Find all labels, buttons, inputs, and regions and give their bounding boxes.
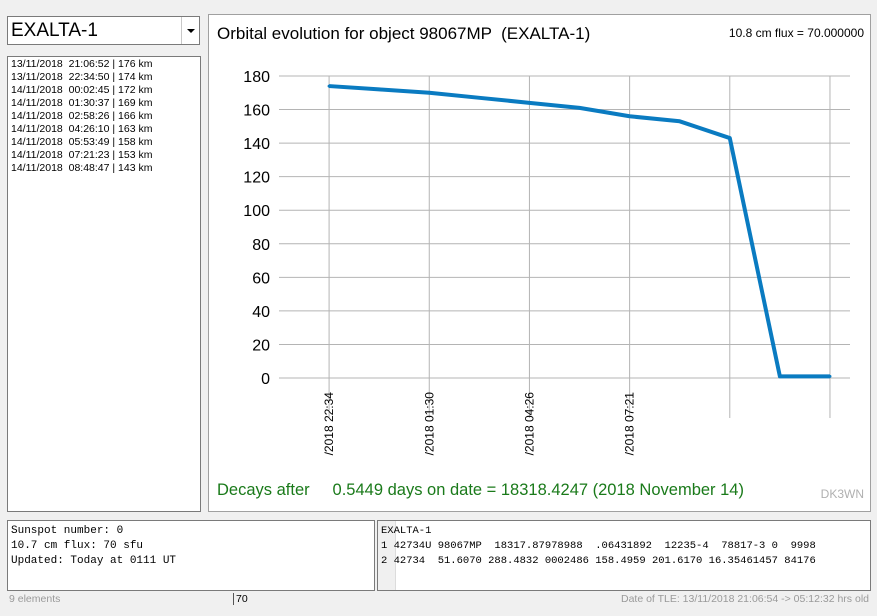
x-tick-label: /2018 07:21 [623, 392, 637, 456]
status-bar: 9 elements 70 Date of TLE: 13/11/2018 21… [0, 592, 877, 616]
y-tick-label: 120 [243, 170, 270, 187]
sunspot-number: Sunspot number: 0 [11, 525, 124, 537]
tle-date: Date of TLE: 13/11/2018 21:06:54 -> 05:1… [620, 593, 869, 605]
data-point [477, 96, 481, 100]
tle-line-2: 2 42734 51.6070 288.4832 0002486 158.495… [381, 555, 816, 567]
y-tick-label: 80 [252, 237, 270, 254]
decay-series-line [328, 84, 830, 379]
data-point [377, 87, 381, 91]
tle-name: EXALTA-1 [381, 525, 432, 537]
list-item[interactable]: 14/11/2018 07:21:23 | 153 km [11, 149, 153, 161]
list-item[interactable]: 14/11/2018 05:53:49 | 158 km [11, 136, 153, 148]
solar-info-panel: Sunspot number: 0 10.7 cm flux: 70 sfu U… [7, 520, 375, 591]
chart-title: Orbital evolution for object 98067MP (EX… [217, 24, 591, 43]
x-tick-label: /2018 04:26 [522, 392, 536, 456]
y-tick-label: 100 [243, 203, 270, 220]
list-item[interactable]: 13/11/2018 21:06:52 | 176 km [11, 58, 153, 70]
data-point [327, 84, 331, 88]
y-tick-label: 0 [261, 371, 270, 388]
list-item[interactable]: 14/11/2018 02:58:26 | 166 km [11, 110, 153, 122]
list-item[interactable]: 14/11/2018 04:26:10 | 163 km [11, 123, 153, 135]
list-item[interactable]: 14/11/2018 08:48:47 | 143 km [11, 162, 153, 174]
list-item[interactable]: 13/11/2018 22:34:50 | 174 km [11, 71, 153, 83]
solar-flux: 10.7 cm flux: 70 sfu [11, 540, 144, 552]
data-point [678, 119, 682, 123]
data-point [828, 374, 832, 378]
tle-scrollbar[interactable] [378, 521, 396, 590]
object-select[interactable]: EXALTA-1 [7, 16, 200, 45]
plot-panel: Orbital evolution for object 98067MP (EX… [208, 14, 871, 512]
x-tick-label: /2018 01:30 [422, 392, 436, 456]
author-signature: DK3WN [820, 487, 864, 501]
update-time: Updated: Today at 0111 UT [11, 555, 177, 567]
flux-label: 10.8 cm flux = 70.000000 [728, 26, 864, 40]
y-tick-label: 60 [252, 270, 270, 287]
pass-list[interactable]: 13/11/2018 21:06:52 | 176 km 13/11/2018 2… [7, 56, 201, 512]
flux-input-field[interactable]: 70 [233, 593, 248, 605]
y-tick-label: 160 [243, 103, 270, 120]
data-point [778, 374, 782, 378]
y-tick-label: 180 [243, 69, 270, 86]
tle-panel[interactable]: EXALTA-1 1 42734U 98067MP 18317.87978988… [377, 520, 871, 591]
list-item[interactable]: 14/11/2018 00:02:45 | 172 km [11, 84, 153, 96]
dropdown-arrow-icon[interactable] [181, 17, 199, 44]
data-point [628, 114, 632, 118]
decay-chart: 0 20 40 60 80 100 120 140 160 180/2018 22:34/2018… [243, 69, 850, 456]
y-tick-label: 20 [252, 337, 270, 354]
x-tick-label: /2018 22:34 [322, 392, 336, 456]
object-select-value: EXALTA-1 [11, 20, 98, 41]
decay-result: Decays after 0.5449 days on date = 18318… [217, 481, 744, 499]
element-count: 9 elements [9, 593, 61, 605]
data-point [427, 91, 431, 95]
y-tick-label: 40 [252, 304, 270, 321]
data-point [578, 106, 582, 110]
y-tick-label: 140 [243, 136, 270, 153]
tle-line-1: 1 42734U 98067MP 18317.87978988 .0643189… [381, 540, 816, 552]
list-item[interactable]: 14/11/2018 01:30:37 | 169 km [11, 97, 153, 109]
data-point [728, 136, 732, 140]
data-point [527, 101, 531, 105]
